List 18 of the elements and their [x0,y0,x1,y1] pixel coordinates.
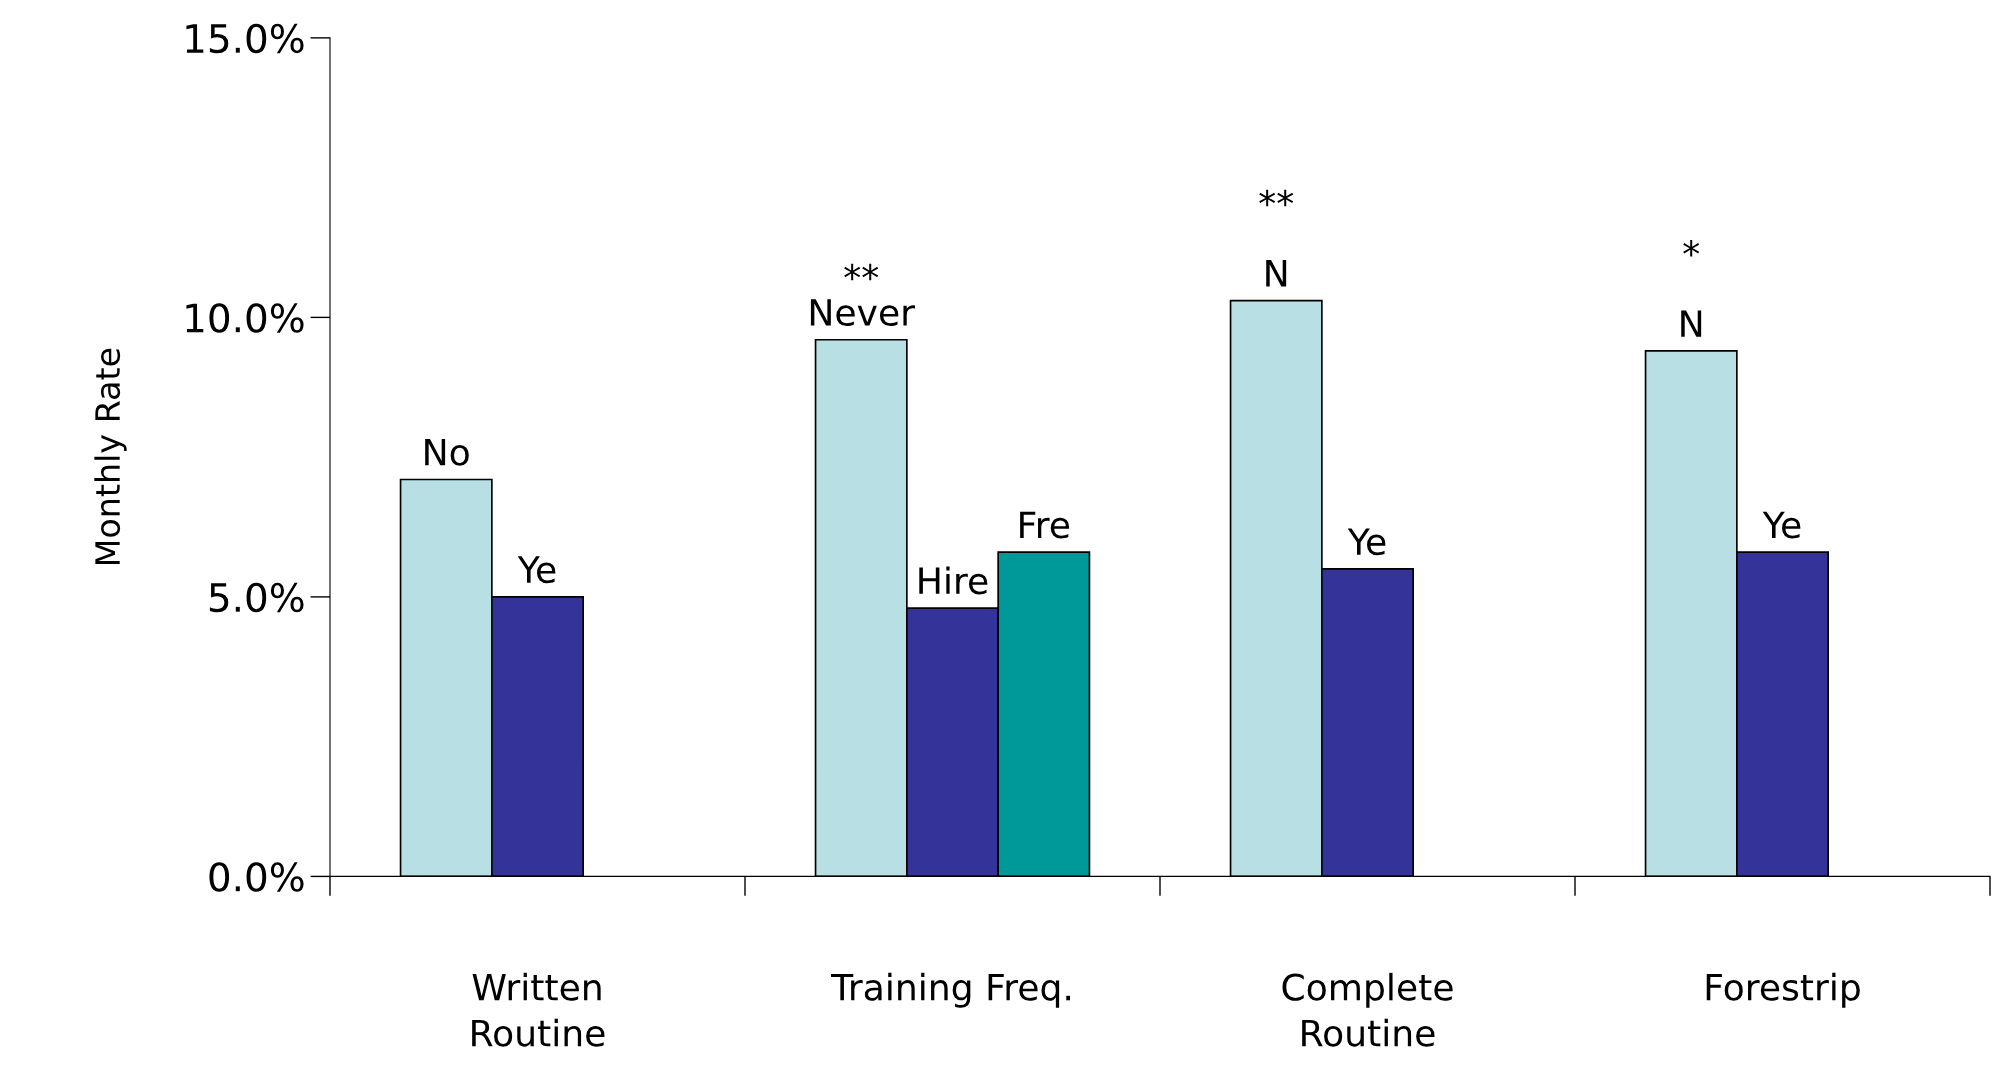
data-label: ** Never [810,263,916,327]
data-label: Ye [1762,511,1801,539]
x-tick-label: Written Routine [472,972,605,1047]
data-label: No [425,438,469,466]
y-tick-label: 10.0% [186,303,304,333]
x-tick-label: Complete Routine [1282,972,1453,1047]
text: * N [1681,240,1702,337]
x-tick-label: Forestrip [1706,972,1860,1008]
data-label: Fre [1020,511,1070,539]
y-axis-title: Monthly Rate [94,348,127,565]
y-tick-label: 15.0% [186,23,304,54]
text: ** N [1259,189,1294,287]
y-tick-label: 0.0% [209,862,304,892]
data-label: Hire [919,566,988,595]
x-tick-label: Training Freq. [831,972,1070,1008]
data-label: Ye [1347,528,1386,556]
y-tick-label: 5.0% [209,582,304,613]
data-label: Ye [517,556,556,584]
